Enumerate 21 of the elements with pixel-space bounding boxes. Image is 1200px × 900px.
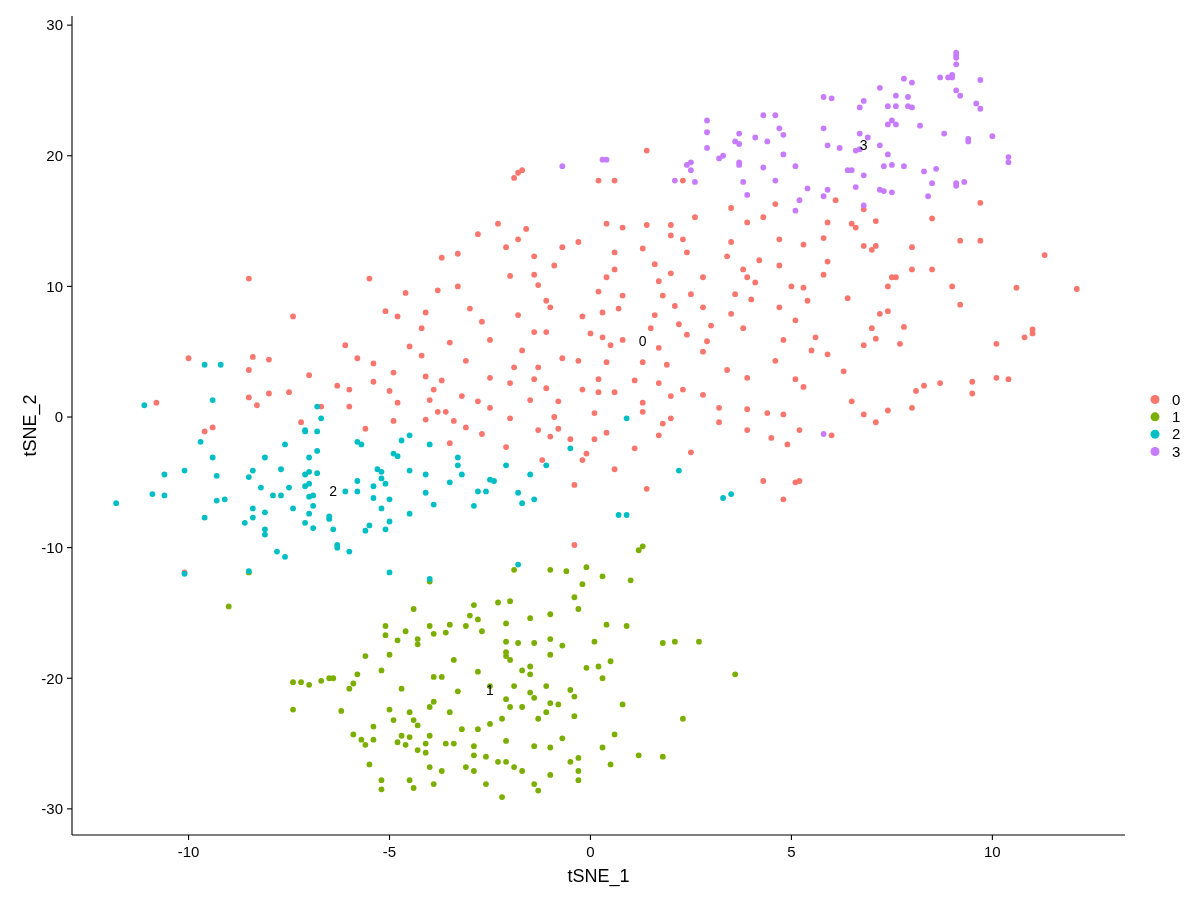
x-tick-label: -10 [177,843,200,860]
x-tick-label: 10 [984,843,1001,860]
text: 2 [329,483,338,500]
y-tick-label: 10 [46,277,63,295]
y-tick-label: 0 [54,408,63,426]
x-tick-label: -5 [382,843,397,860]
y-tick-label: -30 [41,800,63,818]
legend-label: 2 [1172,425,1181,443]
x-axis-title: tSNE_1 [567,866,630,887]
legend-label: 3 [1172,442,1181,460]
x-tick-label: 0 [586,843,595,860]
y-tick-label: 30 [46,16,63,34]
y-tick-label: -10 [41,538,63,556]
y-tick-label: 20 [46,147,63,165]
legend-label: 1 [1172,408,1181,426]
x-tick-label: 5 [787,843,796,860]
legend-label: 0 [1172,390,1181,408]
text: 0 [638,333,647,350]
text: 3 [859,137,868,154]
y-axis-title: tSNE_2 [20,394,42,457]
y-tick-label: -20 [41,669,63,687]
